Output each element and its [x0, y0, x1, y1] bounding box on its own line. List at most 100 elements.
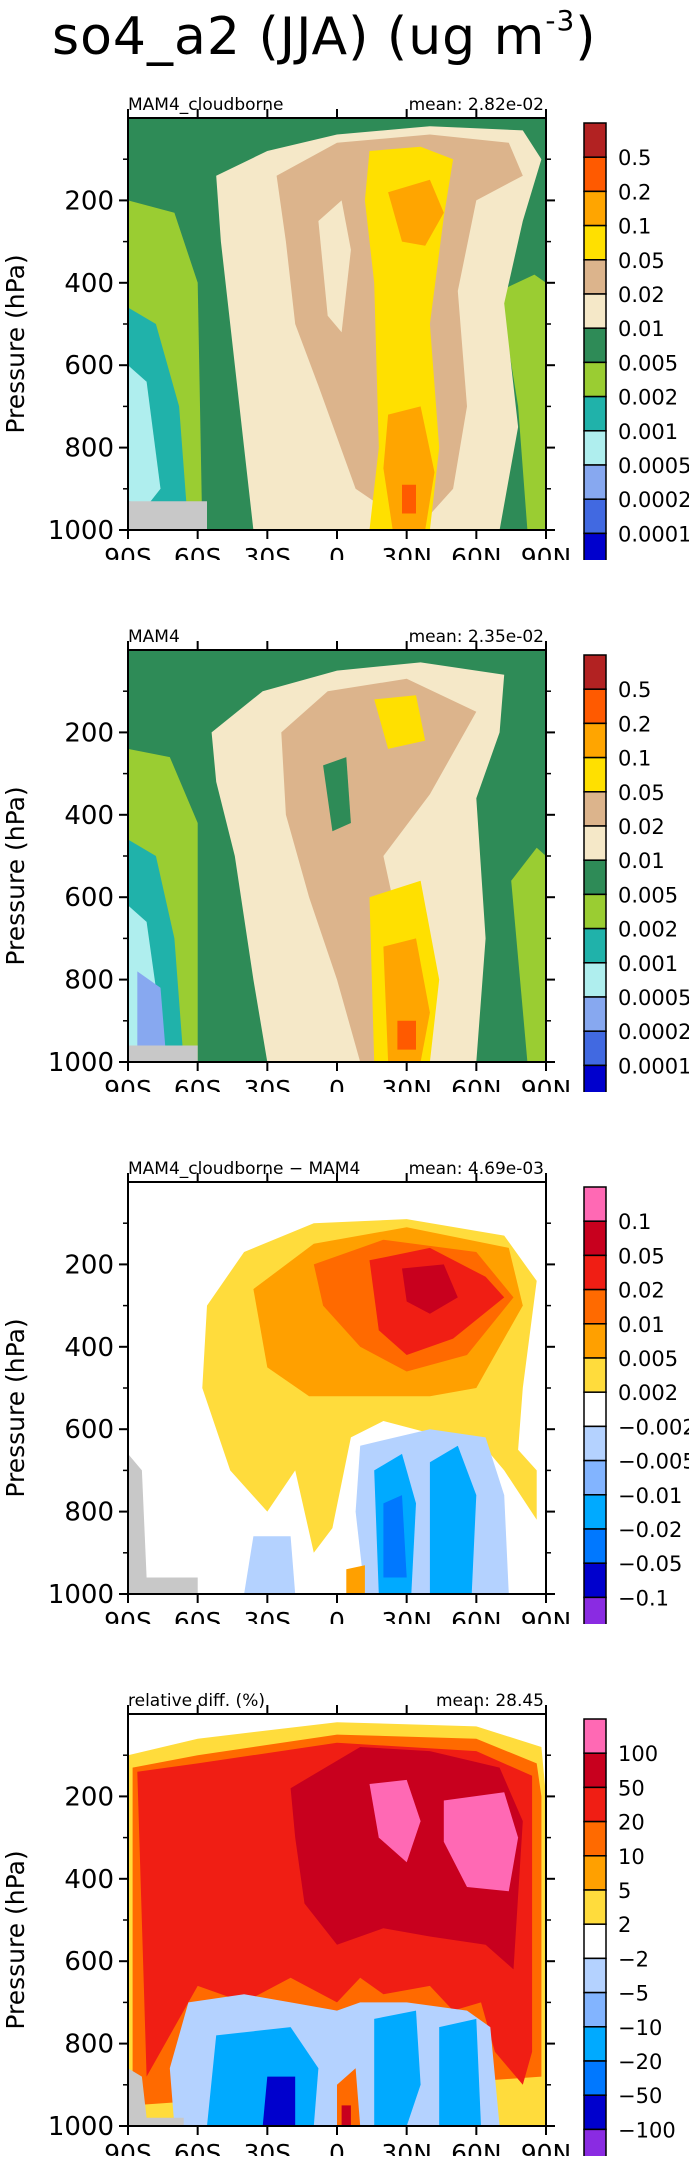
x-tick-label: 60S [174, 543, 222, 560]
legend-swatch [583, 395, 607, 432]
contour-region-13 [341, 2105, 351, 2126]
legend-swatch [583, 1254, 607, 1291]
legend-swatch [583, 722, 607, 759]
x-tick-label: 60N [451, 2139, 502, 2156]
y-tick-label: 400 [64, 269, 114, 299]
y-tick-label: 600 [64, 351, 114, 381]
y-tick-label: 200 [64, 1782, 114, 1812]
legend-label: −0.02 [618, 1518, 682, 1542]
y-tick-label: 400 [64, 1333, 114, 1363]
legend-label: −10 [618, 2016, 662, 2040]
x-tick-label: 30S [243, 2139, 291, 2156]
y-tick-label: 1000 [48, 1580, 114, 1610]
y-tick-label: 800 [64, 2030, 114, 2060]
x-tick-label: 30S [243, 1607, 291, 1624]
legend-swatch [583, 498, 607, 535]
x-tick-label: 90S [104, 2139, 152, 2156]
legend-swatch [583, 1820, 607, 1857]
contour-fills [128, 1182, 546, 1594]
legend-swatch [583, 962, 607, 998]
legend-label: −0.002 [618, 1415, 689, 1439]
legend-label: 0.02 [618, 283, 665, 307]
legend-label: 2 [618, 1913, 631, 1937]
legend-swatch [583, 893, 607, 930]
legend-label: 0.01 [618, 1313, 665, 1337]
x-tick-label: 90N [521, 1607, 572, 1624]
legend-label: 0.2 [618, 712, 651, 736]
x-tick-label: 90S [104, 1607, 152, 1624]
legend-swatch [583, 293, 607, 329]
x-tick-label: 90N [521, 1075, 572, 1092]
legend-label: 0.0001 [618, 1054, 689, 1078]
legend-label: 0.02 [618, 1279, 665, 1303]
contour-region-5 [137, 971, 166, 1046]
legend-swatch [583, 2128, 607, 2156]
y-axis-label: Pressure (hPa) [1, 1318, 30, 1497]
legend-swatch [583, 327, 607, 364]
legend-swatch [583, 996, 607, 1032]
legend-swatch [583, 859, 607, 896]
legend-label: 0.05 [618, 249, 665, 273]
legend-label: 0.002 [618, 386, 678, 410]
legend-swatch [583, 1957, 607, 1994]
legend-label: 0.5 [618, 146, 651, 170]
contour-region-11 [262, 2076, 296, 2126]
legend-label: 0.05 [618, 1244, 665, 1268]
x-tick-label: 90S [104, 543, 152, 560]
legend-label: 0.1 [618, 1210, 651, 1234]
y-tick-label: 600 [64, 1947, 114, 1977]
legend-swatch [583, 2094, 607, 2131]
legend-swatch [583, 1855, 607, 1891]
x-tick-label: 0 [329, 1075, 345, 1092]
legend-swatch [583, 190, 607, 227]
legend-swatch [583, 688, 607, 725]
legend-swatch [583, 1923, 607, 1960]
legend-swatch [583, 1391, 607, 1428]
x-tick-label: 90S [104, 1075, 152, 1092]
legend-label: 20 [618, 1811, 645, 1835]
x-tick-label: 60N [451, 1075, 502, 1092]
x-tick-label: 30N [381, 2139, 432, 2156]
panel-title-left: MAM4_cloudborne [128, 95, 283, 115]
legend-swatch [583, 1528, 607, 1564]
contour-fills [128, 650, 546, 1062]
legend-label: −2 [618, 1947, 649, 1971]
legend-label: −5 [618, 1982, 649, 2006]
contour-region-5 [369, 1779, 421, 1863]
figure-title-exponent: -3 [545, 4, 576, 37]
legend-label: 0.1 [618, 215, 651, 239]
legend-swatch [583, 1288, 607, 1325]
y-axis-label: Pressure (hPa) [1, 786, 30, 965]
contour-fills [128, 118, 546, 530]
legend-label: 0.0005 [618, 454, 689, 478]
panel-title-right: mean: 2.35e-02 [409, 627, 544, 647]
contour-region-9 [429, 1445, 477, 1594]
y-axis-label: Pressure (hPa) [1, 254, 30, 433]
legend-label: 0.005 [618, 351, 678, 375]
legend-swatch [583, 1752, 607, 1789]
x-tick-label: 60N [451, 543, 502, 560]
legend-label: 0.005 [618, 883, 678, 907]
contour-region-2 [511, 847, 546, 1062]
legend-label: −100 [618, 2118, 676, 2142]
legend-label: −0.05 [618, 1552, 682, 1576]
legend-swatch [583, 1786, 607, 1823]
legend-label: 0.0005 [618, 986, 689, 1010]
contour-region-4 [128, 365, 161, 530]
legend-swatch [583, 791, 607, 827]
contour-fills [128, 1714, 546, 2126]
contour-region-10 [374, 695, 426, 749]
x-tick-label: 0 [329, 1607, 345, 1624]
contour-region-7 [244, 1536, 296, 1594]
legend-label: 0.2 [618, 180, 651, 204]
legend-swatch [583, 122, 607, 158]
x-tick-label: 0 [329, 2139, 345, 2156]
x-tick-label: 60S [174, 1075, 222, 1092]
panel-cloudborne: MAM4_cloudborne mean: 2.82e-02 200 400 600 80… [1, 95, 689, 560]
x-tick-label: 0 [329, 543, 345, 560]
contour-region-11 [346, 1565, 365, 1594]
y-tick-label: 400 [64, 801, 114, 831]
legend-swatch [583, 1323, 607, 1359]
y-axis-label: Pressure (hPa) [1, 1850, 30, 2029]
panel-relative-diff: relative diff. (%) mean: 28.4520040060080… [1, 1691, 676, 2156]
